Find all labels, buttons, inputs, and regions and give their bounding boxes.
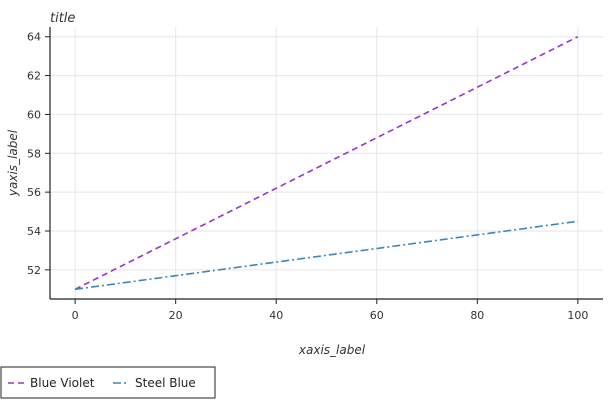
y-tick-label: 64 xyxy=(27,31,41,44)
y-axis-title: yaxis_label xyxy=(6,129,20,197)
y-tick-label: 52 xyxy=(27,264,41,277)
y-tick-label: 62 xyxy=(27,70,41,83)
x-axis-title: xaxis_label xyxy=(298,343,366,357)
series-line-steel-blue xyxy=(75,220,578,291)
series-line-blue-violet xyxy=(74,35,579,291)
x-tick-label: 0 xyxy=(72,309,79,322)
legend-box xyxy=(0,366,216,399)
legend: Blue Violet Steel Blue xyxy=(0,366,216,399)
grid-lines xyxy=(50,27,603,299)
y-tick-label: 54 xyxy=(27,225,41,238)
y-tick-label: 58 xyxy=(27,147,41,160)
y-axis-ticks: 52 54 56 58 60 62 64 xyxy=(27,31,50,277)
legend-label-blue-violet: Blue Violet xyxy=(30,376,95,390)
x-tick-label: 100 xyxy=(567,309,588,322)
x-tick-label: 80 xyxy=(470,309,484,322)
x-tick-label: 40 xyxy=(269,309,283,322)
x-tick-label: 60 xyxy=(370,309,384,322)
series-lines xyxy=(74,35,579,291)
chart-title: title xyxy=(50,11,75,26)
x-axis-ticks: 0 20 40 60 80 100 xyxy=(72,299,588,322)
legend-label-steel-blue: Steel Blue xyxy=(135,376,196,390)
x-tick-label: 20 xyxy=(169,309,183,322)
y-tick-label: 56 xyxy=(27,186,41,199)
y-tick-label: 60 xyxy=(27,108,41,121)
